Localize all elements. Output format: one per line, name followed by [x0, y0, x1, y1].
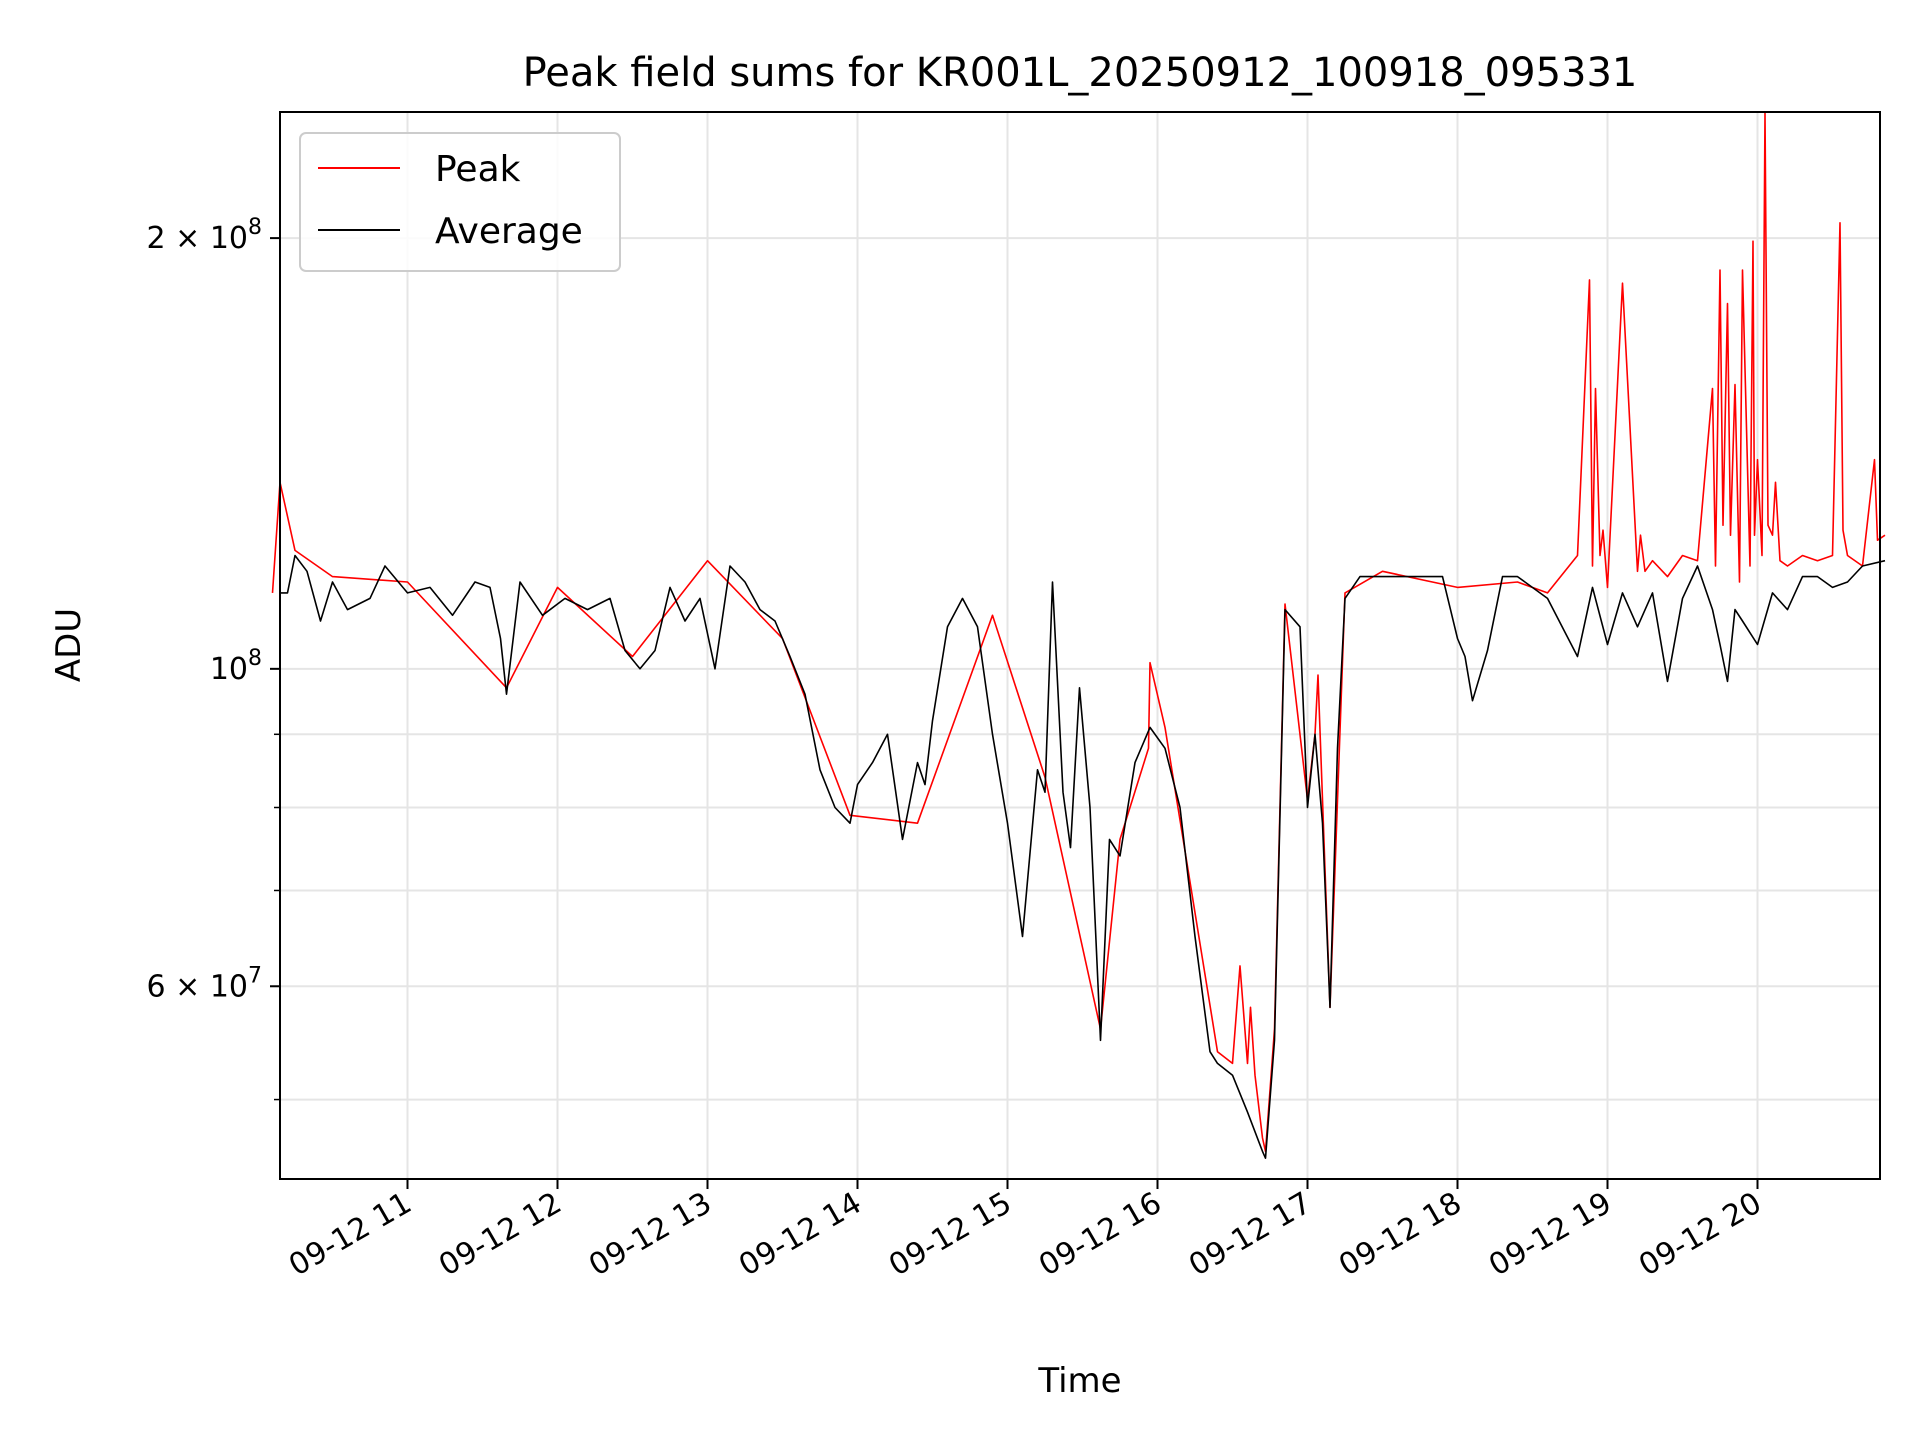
legend-label-peak: Peak: [435, 149, 521, 190]
chart-title: Peak field sums for KR001L_20250912_1009…: [523, 50, 1638, 96]
data-series: [271, 111, 1886, 1159]
y-axis-label: ADU: [49, 608, 89, 682]
series-line-peak: [271, 111, 1886, 1153]
series-line-average: [280, 554, 1886, 1159]
x-axis-label: Time: [1037, 1361, 1121, 1401]
legend-label-average: Average: [435, 211, 583, 252]
y-tick-label: 6 × 107: [147, 963, 262, 1004]
y-tick-label: 108: [210, 646, 262, 687]
legend: Peak Average: [299, 132, 621, 272]
y-tick-label: 2 × 108: [147, 215, 262, 256]
plot-frame: [279, 111, 1881, 1180]
